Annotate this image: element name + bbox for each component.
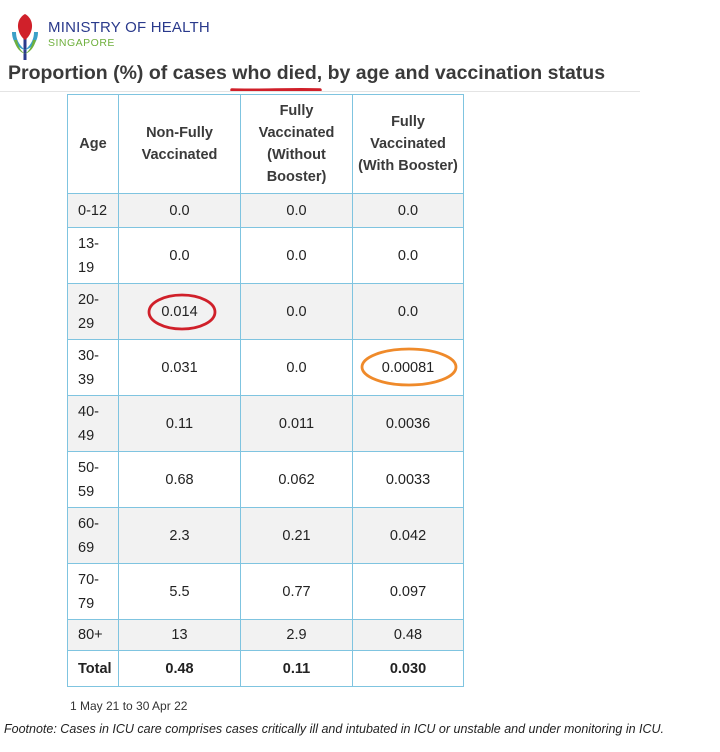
table-row: 30-39 0.031 0.0 0.00081 xyxy=(67,339,464,396)
table-row: 60-69 2.3 0.21 0.042 xyxy=(67,507,464,564)
col-header-fully-vaccinated-no-booster: Fully Vaccinated (Without Booster) xyxy=(240,94,353,194)
cell-age: 70-79 xyxy=(67,563,119,620)
cell-nfv: 13 xyxy=(118,619,241,651)
table-row: 40-49 0.11 0.011 0.0036 xyxy=(67,395,464,452)
red-highlight-circle xyxy=(147,293,217,331)
cell-fv-no-booster: 0.0 xyxy=(240,227,353,284)
cell-nfv: 0.0 xyxy=(118,193,241,228)
cell-nfv: 5.5 xyxy=(118,563,241,620)
cell-age: 80+ xyxy=(67,619,119,651)
cell-fv-booster: 0.0033 xyxy=(352,451,464,508)
table-header-row: Age Non-Fully Vaccinated Fully Vaccinate… xyxy=(67,94,464,194)
cell-fv-booster: 0.0 xyxy=(352,283,464,340)
cell-total-fv-no-booster: 0.11 xyxy=(240,650,353,687)
cell-fv-no-booster: 0.0 xyxy=(240,339,353,396)
cell-fv-no-booster: 0.0 xyxy=(240,283,353,340)
cell-total-label: Total xyxy=(67,650,119,687)
table-row: 0-12 0.0 0.0 0.0 xyxy=(67,193,464,228)
cell-age: 40-49 xyxy=(67,395,119,452)
cell-age: 13-19 xyxy=(67,227,119,284)
date-range-note: 1 May 21 to 30 Apr 22 xyxy=(70,699,188,713)
org-name: MINISTRY OF HEALTH xyxy=(48,19,210,36)
table-row: 70-79 5.5 0.77 0.097 xyxy=(67,563,464,620)
mortality-table: Age Non-Fully Vaccinated Fully Vaccinate… xyxy=(67,94,464,687)
col-header-age: Age xyxy=(67,94,119,194)
cell-nfv: 0.031 xyxy=(118,339,241,396)
cell-nfv: 2.3 xyxy=(118,507,241,564)
cell-fv-no-booster: 0.062 xyxy=(240,451,353,508)
cell-nfv: 0.68 xyxy=(118,451,241,508)
cell-age: 50-59 xyxy=(67,451,119,508)
cell-fv-no-booster: 0.0 xyxy=(240,193,353,228)
page-title: Proportion (%) of cases who died, by age… xyxy=(8,62,605,85)
cell-fv-booster: 0.097 xyxy=(352,563,464,620)
table-row: 50-59 0.68 0.062 0.0033 xyxy=(67,451,464,508)
cell-fv-booster: 0.0 xyxy=(352,227,464,284)
table-row: 20-29 0.014 0.0 0.0 xyxy=(67,283,464,340)
cell-fv-no-booster: 2.9 xyxy=(240,619,353,651)
cell-fv-booster: 0.0036 xyxy=(352,395,464,452)
cell-fv-booster: 0.042 xyxy=(352,507,464,564)
cell-nfv: 0.11 xyxy=(118,395,241,452)
footnote: Footnote: Cases in ICU care comprises ca… xyxy=(4,722,665,736)
cell-age: 20-29 xyxy=(67,283,119,340)
cell-fv-booster: 0.48 xyxy=(352,619,464,651)
table-total-row: Total 0.48 0.11 0.030 xyxy=(67,650,464,687)
table-row: 80+ 13 2.9 0.48 xyxy=(67,619,464,651)
ministry-wordmark: MINISTRY OF HEALTH SINGAPORE xyxy=(48,20,210,50)
highlight-underline xyxy=(230,87,322,93)
title-part-2: , by age and vaccination status xyxy=(316,62,606,84)
title-part-1: Proportion (%) of cases xyxy=(8,62,233,84)
moh-logo xyxy=(12,14,38,60)
cell-age: 30-39 xyxy=(67,339,119,396)
header-divider xyxy=(0,91,640,92)
cell-fv-no-booster: 0.21 xyxy=(240,507,353,564)
cell-total-fv-booster: 0.030 xyxy=(352,650,464,687)
cell-age: 0-12 xyxy=(67,193,119,228)
table-row: 13-19 0.0 0.0 0.0 xyxy=(67,227,464,284)
org-country: SINGAPORE xyxy=(48,37,115,49)
col-header-fully-vaccinated-booster: Fully Vaccinated (With Booster) xyxy=(352,94,464,194)
orange-highlight-circle xyxy=(360,347,458,387)
cell-fv-no-booster: 0.011 xyxy=(240,395,353,452)
cell-age: 60-69 xyxy=(67,507,119,564)
cell-fv-no-booster: 0.77 xyxy=(240,563,353,620)
title-highlight: who died xyxy=(232,62,317,84)
col-header-non-fully-vaccinated: Non-Fully Vaccinated xyxy=(118,94,241,194)
cell-nfv: 0.0 xyxy=(118,227,241,284)
cell-total-nfv: 0.48 xyxy=(118,650,241,687)
cell-fv-booster: 0.0 xyxy=(352,193,464,228)
